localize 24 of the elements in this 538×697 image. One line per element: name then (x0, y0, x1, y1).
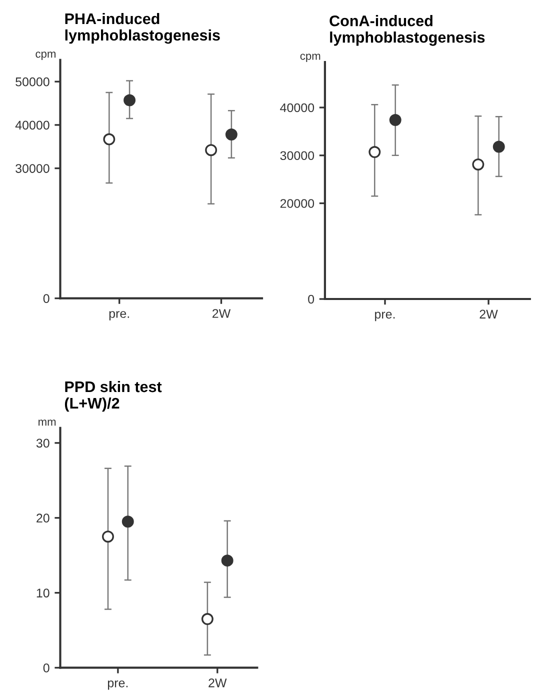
x-tick-label: pre. (108, 680, 128, 690)
y-tick-label: 20 (36, 514, 50, 523)
y-tick-label: 30 (36, 438, 50, 448)
chart-title: PHA-induced lymphoblastogenesis (65, 12, 220, 44)
x-tick-label: 2W (208, 678, 227, 688)
y-tick-label: 30000 (16, 164, 50, 173)
y-tick-label: 20000 (280, 199, 314, 208)
x-tick-label: pre. (375, 312, 395, 322)
x-tick-label: 2W (212, 309, 231, 318)
y-tick-label: 30000 (280, 151, 314, 160)
y-axis-title: mm (38, 420, 56, 426)
y-tick-label: 10 (36, 588, 50, 598)
y-tick-label: 0 (43, 294, 50, 303)
y-tick-label: 50000 (16, 77, 50, 86)
y-axis-title: cpm (300, 54, 320, 62)
chart-title: PPD skin test (L+W)/2 (64, 380, 162, 412)
y-tick-label: 0 (43, 664, 50, 672)
y-axis-title: cpm (36, 52, 56, 60)
x-tick-label: 2W (480, 310, 498, 318)
y-tick-label: 40000 (15, 120, 50, 130)
y-tick-label: 40000 (280, 103, 314, 112)
y-tick-label: 0 (308, 294, 314, 304)
x-tick-label: pre. (109, 311, 129, 320)
chart-title: ConA-induced lymphoblastogenesis (330, 15, 485, 46)
